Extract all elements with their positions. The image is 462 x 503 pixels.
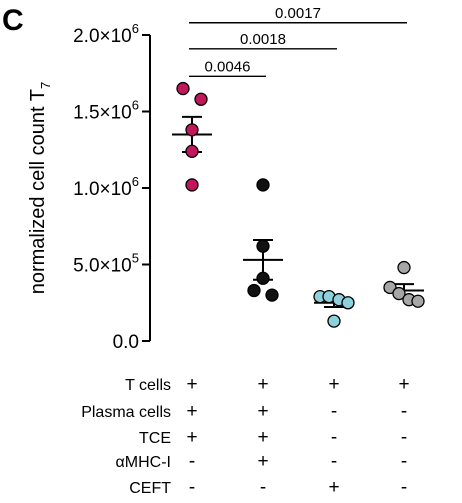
condition-value: +: [257, 401, 268, 422]
y-axis-label-text: normalized cell count T: [27, 89, 49, 294]
condition-value: -: [401, 401, 407, 422]
data-point: [185, 178, 199, 192]
data-point: [247, 283, 261, 298]
condition-value: -: [189, 451, 195, 472]
condition-value: -: [331, 427, 337, 448]
p-value-label: 0.0018: [240, 31, 286, 48]
condition-value: -: [189, 477, 195, 498]
data-point: [256, 239, 270, 253]
condition-value: -: [401, 427, 407, 448]
y-axis-label: normalized cell count T7: [27, 82, 53, 295]
y-tick-label-text: 1.5×10: [73, 103, 132, 124]
condition-label: Plasma cells: [81, 404, 171, 421]
data-point: [327, 314, 341, 328]
y-tick-label: 0.0: [113, 332, 139, 353]
condition-value: -: [401, 451, 407, 472]
condition-value: -: [401, 477, 407, 498]
condition-value: -: [260, 477, 266, 498]
p-value-label: 0.0017: [275, 5, 321, 22]
condition-value: +: [257, 451, 268, 472]
y-tick-label-exponent: 5: [132, 251, 139, 266]
condition-value: +: [328, 374, 339, 395]
y-tick-label: 5.0×105: [73, 251, 139, 277]
data-point: [256, 271, 270, 285]
data-point: [256, 178, 270, 192]
condition-value: +: [186, 374, 197, 395]
condition-value: +: [398, 374, 409, 395]
data-point: [341, 296, 355, 310]
data-point: [265, 288, 279, 302]
data-point: [411, 294, 425, 308]
data-point: [185, 123, 199, 137]
data-point: [176, 81, 190, 96]
condition-label: CEFT: [129, 480, 171, 497]
y-tick-label: 2.0×106: [73, 21, 139, 47]
condition-value: +: [257, 427, 268, 448]
data-point: [185, 144, 199, 158]
data-point: [383, 280, 397, 295]
p-value-label: 0.0046: [205, 58, 251, 75]
significance-annotations: 0.0046 0.0018 0.0017: [189, 5, 407, 78]
condition-value: +: [186, 401, 197, 422]
condition-value: +: [186, 427, 197, 448]
y-tick-label-exponent: 6: [132, 98, 139, 113]
condition-value: +: [328, 477, 339, 498]
data-points: [172, 81, 425, 328]
y-tick-label-exponent: 6: [132, 21, 139, 36]
data-point: [397, 260, 411, 275]
condition-table: T cells + + + + Plasma cells + + - - TCE + + - - αMHC-I…: [81, 374, 409, 498]
condition-value: -: [331, 401, 337, 422]
condition-value: +: [257, 374, 268, 395]
condition-label: TCE: [139, 430, 171, 447]
condition-label: T cells: [125, 377, 171, 394]
y-tick-label: 1.0×106: [73, 174, 139, 200]
condition-label: αMHC-I: [116, 454, 171, 471]
panel-label: C: [2, 4, 24, 37]
data-point: [392, 286, 406, 301]
y-tick-label-exponent: 6: [132, 174, 139, 189]
y-tick-label: 1.5×106: [73, 98, 139, 124]
condition-value: -: [331, 451, 337, 472]
y-tick-label-text: 0.0: [113, 332, 139, 353]
data-point: [194, 92, 208, 106]
y-tick-label-text: 2.0×10: [73, 26, 132, 47]
y-tick-label-text: 5.0×10: [73, 256, 132, 277]
y-axis-label-subscript: 7: [38, 82, 53, 89]
y-tick-label-text: 1.0×10: [73, 179, 132, 200]
